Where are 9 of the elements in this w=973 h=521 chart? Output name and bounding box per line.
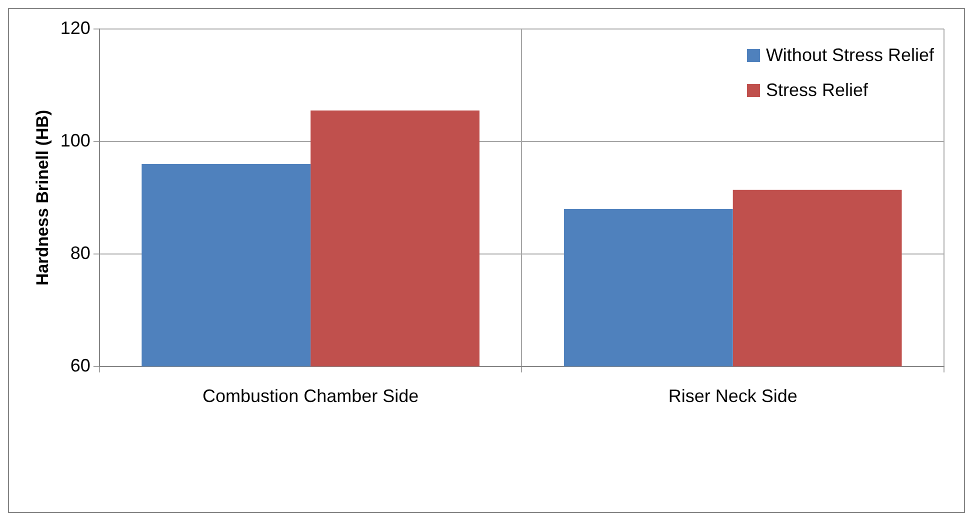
x-tick-label: Riser Neck Side xyxy=(668,386,798,406)
y-tick-label: 100 xyxy=(60,130,90,150)
y-tick-label: 120 xyxy=(60,18,90,38)
legend-label: Without Stress Relief xyxy=(766,45,934,66)
legend-label: Stress Relief xyxy=(766,80,868,101)
y-axis-title: Hardness Brinell (HB) xyxy=(32,110,52,286)
x-tick-label: Combustion Chamber Side xyxy=(202,386,419,406)
y-tick-label: 60 xyxy=(70,355,90,376)
y-tick-label: 80 xyxy=(70,242,90,263)
